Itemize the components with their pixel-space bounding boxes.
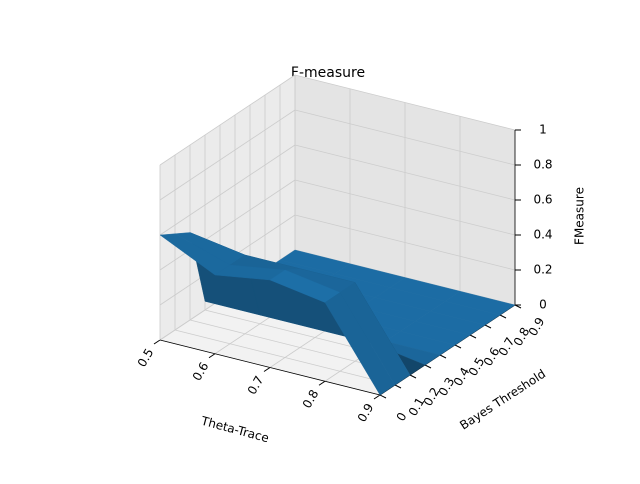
- grid-line: [294, 74, 516, 131]
- y-tick: [469, 334, 477, 339]
- x-tick-label: 0.6: [190, 360, 212, 384]
- z-tick-label: 0.4: [533, 228, 552, 242]
- grid-line: [159, 109, 296, 201]
- y-tick: [409, 374, 417, 379]
- chart-title: F-measure: [291, 65, 365, 81]
- grid-line: [159, 74, 296, 166]
- surface-patch: [324, 292, 396, 396]
- x-tick: [153, 339, 161, 345]
- grid-line: [174, 329, 396, 386]
- y-tick: [499, 314, 507, 319]
- z-tick-label: 0.6: [533, 193, 552, 207]
- axis-line: [159, 339, 381, 396]
- y-tick: [484, 324, 492, 329]
- z-tick-label: 0: [539, 298, 547, 312]
- x-tick: [373, 394, 381, 400]
- x-tick: [318, 380, 326, 386]
- grid-line: [294, 179, 516, 236]
- grid-line: [294, 144, 516, 201]
- y-tick: [439, 354, 447, 359]
- x-tick-label: 0.7: [245, 373, 267, 397]
- x-tick: [263, 367, 271, 372]
- y-tick: [394, 384, 402, 389]
- y-tick: [454, 344, 462, 349]
- y-axis-label: Bayes Threshold: [457, 367, 548, 433]
- x-tick-label: 0.8: [300, 387, 322, 411]
- grid-line: [294, 109, 516, 166]
- x-tick-label: 0.5: [135, 346, 157, 370]
- x-axis-label: Theta-Trace: [199, 414, 271, 446]
- y-tick: [379, 394, 387, 399]
- x-tick: [208, 353, 216, 359]
- grid-line: [159, 144, 296, 236]
- pane: [160, 75, 295, 340]
- y-tick: [424, 364, 432, 369]
- z-axis-label: FMeasure: [573, 187, 587, 245]
- z-tick-label: 1: [539, 123, 547, 137]
- grid-line: [159, 179, 296, 271]
- z-tick-label: 0.8: [533, 158, 552, 172]
- z-tick-label: 0.2: [533, 263, 552, 277]
- x-tick-label: 0.9: [355, 401, 377, 425]
- grid-line: [294, 214, 516, 271]
